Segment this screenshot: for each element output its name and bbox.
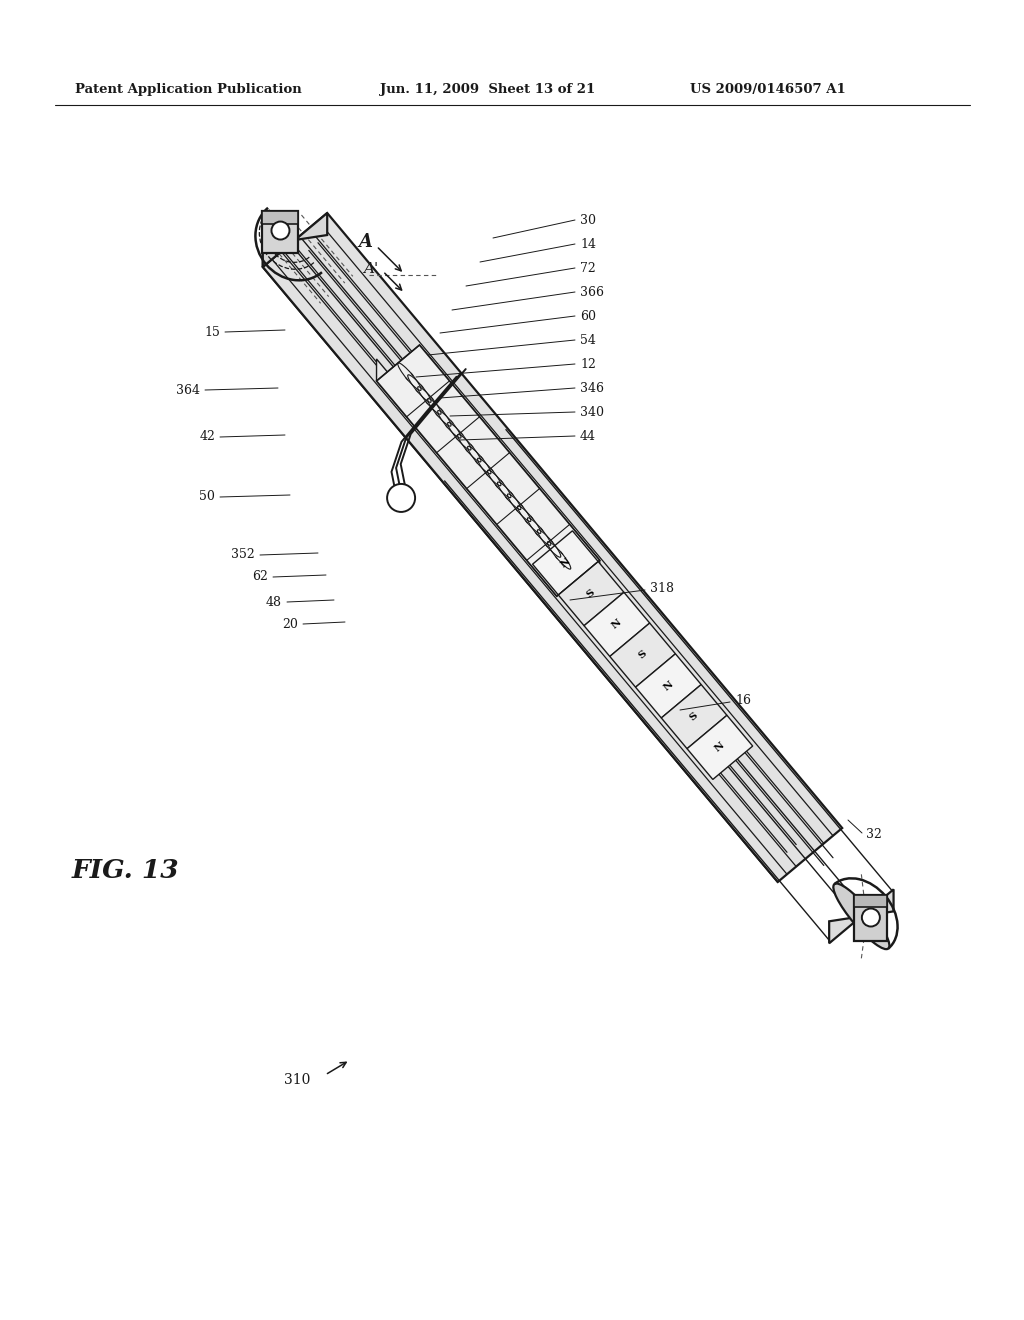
Text: A': A' — [364, 263, 379, 276]
Text: A: A — [358, 234, 373, 251]
Polygon shape — [854, 895, 887, 907]
Circle shape — [862, 908, 880, 927]
Text: 340: 340 — [580, 405, 604, 418]
Text: 14: 14 — [580, 238, 596, 251]
Polygon shape — [532, 531, 598, 595]
Text: N: N — [610, 618, 624, 631]
Polygon shape — [662, 685, 727, 748]
Text: N: N — [559, 556, 572, 569]
Polygon shape — [854, 895, 887, 941]
Text: 318: 318 — [650, 582, 674, 594]
Polygon shape — [636, 653, 701, 718]
Text: N: N — [662, 680, 675, 693]
Text: 16: 16 — [735, 693, 751, 706]
Polygon shape — [377, 345, 600, 597]
Text: S: S — [586, 587, 597, 599]
Polygon shape — [420, 345, 600, 582]
Text: S: S — [688, 710, 699, 722]
Text: N: N — [714, 741, 726, 754]
Text: 48: 48 — [266, 595, 282, 609]
Polygon shape — [687, 715, 753, 779]
Polygon shape — [263, 246, 778, 882]
Polygon shape — [558, 561, 624, 626]
Circle shape — [387, 484, 415, 512]
Text: 32: 32 — [866, 829, 882, 842]
Polygon shape — [263, 213, 842, 882]
Text: 62: 62 — [252, 570, 268, 583]
Text: 310: 310 — [284, 1073, 310, 1086]
Circle shape — [271, 222, 290, 239]
Text: FIG. 13: FIG. 13 — [72, 858, 179, 883]
Text: US 2009/0146507 A1: US 2009/0146507 A1 — [690, 83, 846, 96]
Polygon shape — [377, 359, 557, 597]
Text: 364: 364 — [176, 384, 200, 396]
Text: 20: 20 — [283, 618, 298, 631]
Text: 54: 54 — [580, 334, 596, 346]
Text: Patent Application Publication: Patent Application Publication — [75, 83, 302, 96]
Text: 42: 42 — [199, 430, 215, 444]
Text: 50: 50 — [199, 491, 215, 503]
Polygon shape — [262, 211, 298, 224]
Polygon shape — [610, 623, 676, 688]
Text: Jun. 11, 2009  Sheet 13 of 21: Jun. 11, 2009 Sheet 13 of 21 — [380, 83, 595, 96]
Polygon shape — [263, 213, 328, 267]
Ellipse shape — [834, 883, 890, 949]
Polygon shape — [584, 593, 649, 656]
Text: 352: 352 — [231, 549, 255, 561]
Polygon shape — [262, 211, 298, 252]
Text: 72: 72 — [580, 261, 596, 275]
Text: 15: 15 — [204, 326, 220, 338]
Text: 44: 44 — [580, 429, 596, 442]
Polygon shape — [829, 890, 894, 944]
Text: 346: 346 — [580, 381, 604, 395]
Text: 60: 60 — [580, 309, 596, 322]
Text: 12: 12 — [580, 358, 596, 371]
Text: S: S — [637, 649, 648, 661]
Text: 30: 30 — [580, 214, 596, 227]
Text: 366: 366 — [580, 285, 604, 298]
